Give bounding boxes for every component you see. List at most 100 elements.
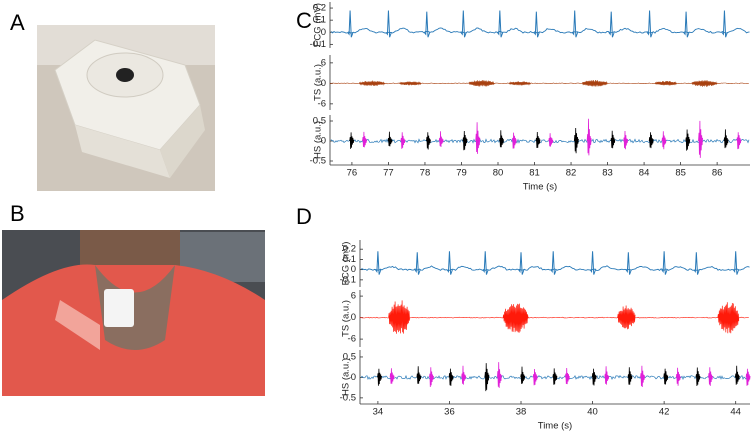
heart-sound [591,368,597,386]
y-tick-label: -6 [318,98,326,109]
ecg-beat [347,10,354,38]
ts-baseline [329,82,749,85]
ts-burst [654,80,677,86]
y-axis-label: HS (a.u.) [313,121,324,159]
ecg-beat [732,251,740,275]
heart-sound [734,365,740,385]
x-tick-label: 38 [516,407,527,418]
x-tick-label: 84 [639,168,650,179]
ts-burst [691,80,718,87]
heart-sound [362,131,367,148]
ts-burst [388,300,410,334]
photo-a [37,25,215,191]
x-axis-label: Time (s) [523,182,557,193]
panel-label: B [10,201,25,226]
y-tick-label: -6 [348,334,356,345]
ts-burst [502,303,529,333]
y-tick-label: -0.1 [340,274,356,285]
heart-sound [685,129,691,151]
y-tick-label: 0.2 [313,3,326,14]
heart-sound [627,367,633,385]
ts-burst [468,80,495,87]
heart-sound [736,132,742,150]
heart-sound [675,367,681,386]
x-tick-label: 79 [456,168,467,179]
heart-sound [416,366,422,384]
heart-sound [520,366,526,384]
heart-sound [461,365,467,385]
x-tick-label: 44 [730,407,741,418]
y-tick-label: 0.1 [313,15,326,26]
y-tick-label: 0.2 [343,244,356,255]
heart-sound [552,368,558,385]
x-tick-label: 40 [587,407,598,418]
y-tick-label: 0.1 [343,254,356,265]
y-axis-label: ECG (mV) [313,3,324,47]
ecg-baseline [330,27,750,34]
heart-sound [438,131,444,148]
heart-sound [462,130,468,151]
ecg-beat [385,10,392,38]
y-tick-label: -0.5 [310,156,326,167]
panel-label: C [296,8,312,33]
ecg-beat [496,10,504,38]
y-tick-label: 6 [321,57,326,68]
ts-burst [581,79,608,87]
x-tick-label: 82 [566,168,577,179]
ecg-beat [693,252,700,275]
x-tick-label: 36 [444,407,455,418]
photo-b [2,230,265,396]
heart-sound [387,131,393,147]
heart-sound [573,127,579,154]
heart-sound [448,368,454,386]
x-tick-label: 83 [602,168,613,179]
heart-sound [400,132,406,149]
ecg-beat [423,11,431,38]
heart-sound [548,133,554,147]
heart-sound [377,368,382,386]
y-tick-label: 6 [351,291,356,302]
ecg-beat [625,252,632,275]
heart-sound [604,366,610,385]
y-axis-label: TS (a.u.) [341,300,352,337]
heart-sound [623,130,629,150]
y-tick-label: 0.5 [313,116,326,127]
y-tick-label: 0 [351,372,356,383]
heart-sound [723,129,729,149]
ecg-beat [533,11,540,38]
ecg-beat [608,11,615,38]
ts-burst [717,302,740,334]
heart-sound [698,120,703,158]
ecg-beat [683,11,690,38]
heart-sound [708,367,713,386]
heart-sound [511,132,517,149]
y-tick-label: 0.5 [343,351,356,362]
ecg-beat [589,251,597,275]
heart-sound [745,368,751,386]
heart-sound [475,122,481,154]
ecg-beat [518,252,525,275]
y-axis-label: HS (a.u.) [341,358,352,396]
heart-sound [532,368,538,386]
ts-burst [508,81,531,86]
heart-sound [484,363,490,392]
heart-sound [695,367,701,387]
ts-burst [617,305,636,330]
ecg-beat [482,251,489,275]
y-tick-label: -0.1 [310,39,326,50]
heart-sound [610,130,616,149]
ecg-baseline [360,265,750,271]
x-tick-label: 80 [493,168,504,179]
ecg-beat [374,251,382,275]
ts-burst [358,80,385,87]
ecg-beat [446,251,453,275]
panel-label: A [10,10,25,35]
ts-baseline [359,316,749,319]
y-tick-label: 0 [321,27,326,38]
heart-sound [389,368,395,384]
heart-sound [497,362,502,388]
heart-sound [663,368,669,385]
heart-sound [565,367,570,385]
y-tick-label: 0 [351,312,356,323]
x-tick-label: 81 [529,168,540,179]
